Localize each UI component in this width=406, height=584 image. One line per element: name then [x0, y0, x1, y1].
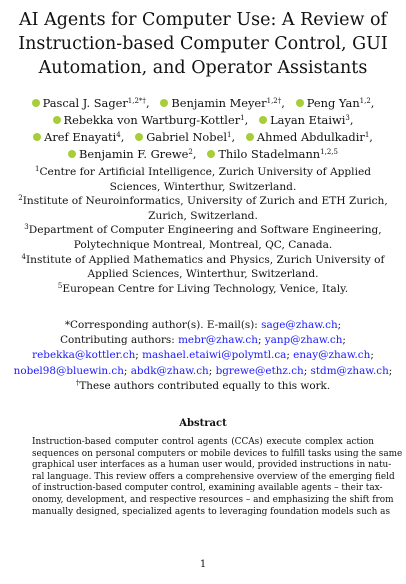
contributing-label: Contributing authors:	[60, 334, 175, 347]
orcid-icon[interactable]	[52, 116, 61, 124]
title-line: Automation, and Operator Assistants	[38, 58, 368, 78]
email-link[interactable]: stdm@zhaw.ch	[310, 364, 389, 377]
abstract-line: onomy, development, and respective resou…	[32, 494, 394, 505]
abstract-line: manually designed, specialized agents to…	[32, 506, 391, 517]
author: Rebekka von Wartburg-Kottler1	[52, 113, 245, 127]
author: Layan Etaiwi3	[259, 113, 350, 127]
corresponding-label: *Corresponding author(s). E-mail(s):	[64, 319, 258, 331]
email-link[interactable]: enay@zhaw.ch	[293, 349, 371, 362]
email-link[interactable]: abdk@zhaw.ch	[130, 364, 209, 377]
email-link[interactable]: rebekka@kottler.ch	[32, 349, 136, 362]
author-list: Pascal J. Sager1,2*†, Benjamin Meyer1,2†…	[18, 95, 388, 163]
email-link[interactable]: sage@zhaw.ch	[261, 319, 338, 331]
page-number: 1	[199, 559, 207, 570]
title-line: AI Agents for Computer Use: A Review of	[18, 10, 388, 30]
correspondence-block: *Corresponding author(s). E-mail(s): sag…	[13, 319, 393, 392]
abstract-heading: Abstract	[179, 418, 227, 429]
abstract-line: Instruction-based computer control agent…	[32, 437, 374, 447]
affiliation-list: 1Centre for Artificial Intelligence, Zur…	[12, 165, 394, 296]
author: Pascal J. Sager1,2*†	[31, 96, 146, 110]
title-line: Instruction-based Computer Control, GUI	[18, 34, 388, 54]
orcid-icon[interactable]	[160, 99, 169, 107]
equal-contribution-note: These authors contributed equally to thi…	[79, 379, 331, 392]
orcid-icon[interactable]	[207, 150, 216, 158]
abstract-body: Instruction-based computer control agent…	[32, 437, 403, 518]
email-link[interactable]: yanp@zhaw.ch	[264, 334, 343, 347]
author: Benjamin F. Grewe2	[68, 147, 193, 161]
abstract-line: ral language. This review offers a compr…	[32, 471, 395, 482]
affiliation: 1Centre for Artificial Intelligence, Zur…	[34, 165, 372, 193]
orcid-icon[interactable]	[31, 99, 40, 107]
paper-title: AI Agents for Computer Use: A Review of …	[10, 8, 396, 80]
author: Aref Enayati4	[33, 130, 121, 144]
author: Peng Yan1,2	[295, 96, 371, 110]
author: Benjamin Meyer1,2†	[160, 96, 281, 110]
abstract-line: graphical user interfaces as a human use…	[32, 460, 392, 471]
affiliation: 4Institute of Applied Mathematics and Ph…	[21, 252, 385, 281]
abstract-line: of instruction-based computer control, e…	[32, 483, 383, 494]
author: Ahmed Abdulkadir1	[245, 130, 369, 144]
orcid-icon[interactable]	[259, 116, 268, 124]
affiliation: 5European Centre for Living Technology, …	[57, 281, 349, 295]
email-link[interactable]: mashael.etaiwi@polymtl.ca	[142, 349, 287, 362]
orcid-icon[interactable]	[68, 150, 77, 158]
orcid-icon[interactable]	[33, 133, 42, 141]
abstract-line: sequences on personal computers or mobil…	[32, 448, 403, 459]
orcid-icon[interactable]	[245, 133, 254, 141]
email-link[interactable]: nobel98@bluewin.ch	[13, 364, 124, 377]
affiliation: 3Department of Computer Engineering and …	[24, 223, 382, 251]
author: Gabriel Nobel1	[135, 130, 231, 144]
author: Thilo Stadelmann1,2,5	[207, 147, 338, 161]
orcid-icon[interactable]	[295, 99, 304, 107]
dagger-mark: †	[75, 378, 80, 387]
orcid-icon[interactable]	[135, 133, 144, 141]
email-link[interactable]: bgrewe@ethz.ch	[215, 364, 304, 377]
affiliation: 2Institute of Neuroinformatics, Universi…	[18, 194, 388, 222]
email-link[interactable]: mebr@zhaw.ch	[178, 334, 258, 347]
